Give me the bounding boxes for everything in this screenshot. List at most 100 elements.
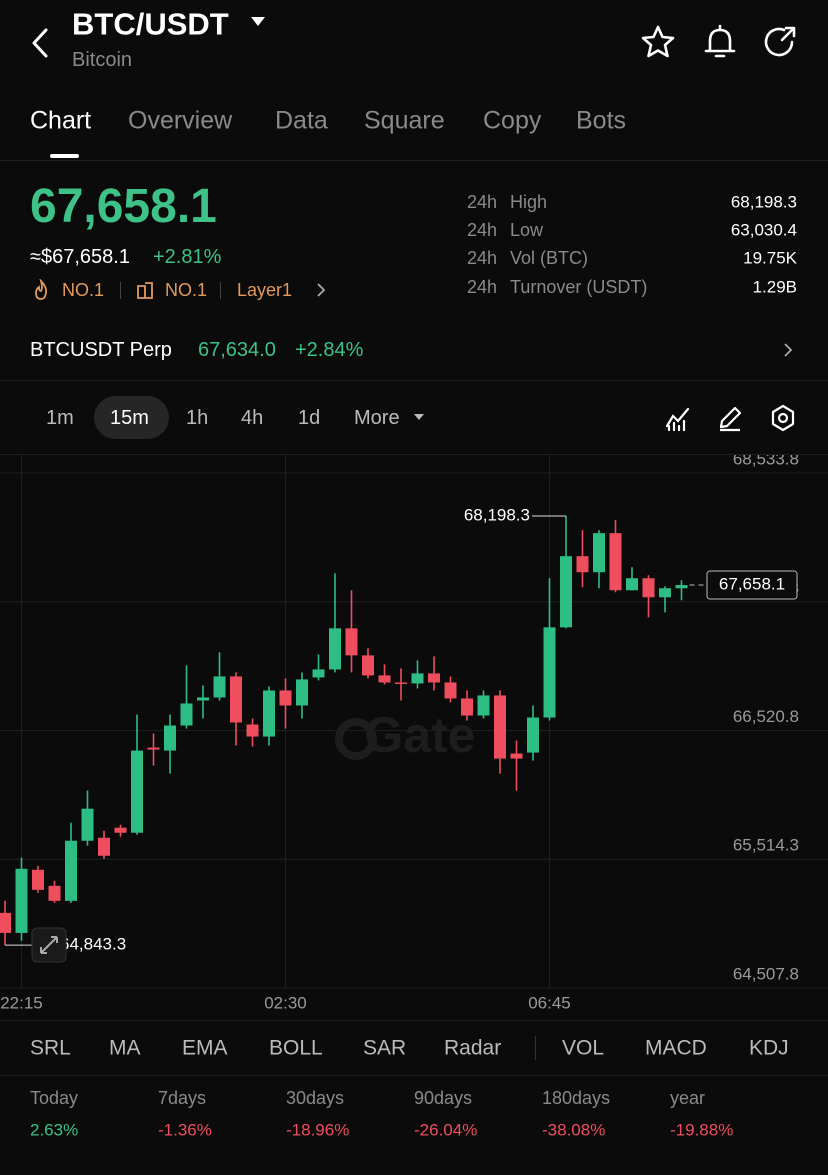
candle-body [428,673,440,683]
divider [0,380,828,381]
x-tick-label: 22:15 [0,993,43,1012]
candle-body [180,703,193,726]
candle-body [609,533,622,591]
candle-body [411,673,424,684]
last-price: 67,658.1 [30,180,217,233]
timeframe[interactable]: 1h [186,407,209,429]
pair-title[interactable]: BTC/USDT [72,6,229,42]
expand-button[interactable] [31,927,67,963]
divider [0,1020,828,1021]
performance-value: -19.88% [670,1120,734,1140]
more-caret[interactable] [413,413,425,422]
candle-body [543,627,556,718]
favorite-icon[interactable] [640,24,676,60]
divider [0,1075,828,1076]
candle-body [131,750,143,833]
candle-body [642,578,655,598]
indicator-tab[interactable]: SRL [30,1036,71,1060]
candle-body [263,690,275,737]
badge-divider [120,282,121,299]
price-label: 67,658.1 [719,575,785,594]
timeframe[interactable]: 4h [241,407,264,429]
timeframe-more[interactable]: More [354,407,400,429]
tab[interactable]: Overview [128,106,233,135]
divider [0,454,828,455]
perp-change: +2.84% [295,339,364,361]
watermark-logo [335,718,377,760]
high-marker-label: 68,198.3 [464,505,530,524]
candle-body [213,676,226,698]
candle-body [560,556,572,628]
performance-label: 7days [158,1088,207,1108]
performance-value: 2.63% [30,1120,79,1140]
candle-body [15,868,28,933]
tab[interactable]: Square [364,106,445,135]
performance-value: -1.36% [158,1120,212,1140]
rank-badge[interactable]: NO.1 [62,280,105,300]
tab[interactable]: Bots [576,106,627,135]
badge-chevron[interactable] [314,281,328,299]
candle-body [279,690,292,706]
stat-label: Vol (BTC) [510,248,589,268]
timeframe[interactable]: 1m [46,407,74,429]
indicator-tab[interactable]: EMA [182,1036,228,1060]
x-tick-label: 06:45 [528,993,571,1012]
indicator-tab[interactable]: MACD [645,1036,707,1060]
indicator-tab[interactable]: MA [109,1036,141,1060]
candle-body [197,697,209,701]
candle-body [147,747,160,750]
indicator-tab[interactable]: Radar [444,1036,502,1060]
indicator-tab[interactable]: KDJ [749,1036,789,1060]
pair-subtitle: Bitcoin [72,49,133,71]
candle-body [65,840,77,901]
indicator-divider [535,1036,536,1060]
settings-icon[interactable] [768,403,798,433]
sector-icon [137,282,153,299]
candle-body [395,682,407,684]
stat-period: 24h [467,248,498,268]
rank-badge[interactable]: NO.1 [165,280,208,300]
indicator-tab[interactable]: VOL [562,1036,605,1060]
indicator-icon[interactable] [664,404,692,432]
perp-chevron[interactable] [781,341,795,359]
perp-name[interactable]: BTCUSDT Perp [30,339,172,361]
stat-period: 24h [467,220,498,240]
y-tick-label: 65,514.3 [733,836,799,855]
candle-body [164,725,176,751]
share-icon[interactable] [762,24,798,60]
tab[interactable]: Copy [483,106,542,135]
tab[interactable]: Data [275,106,328,135]
performance-value: -38.08% [542,1120,606,1140]
stat-label: High [510,192,548,212]
candle-body [477,695,490,716]
y-tick-label: 68,533.8 [733,455,799,469]
stat-value: 1.29B [752,277,797,297]
back-button[interactable] [26,26,56,60]
candle-body [362,655,374,676]
pair-dropdown[interactable] [250,16,266,28]
performance-label: Today [30,1088,79,1108]
timeframe[interactable]: 1d [298,407,321,429]
performance-label: 30days [286,1088,345,1108]
alert-icon[interactable] [702,24,738,60]
timeframe-active[interactable]: 15m [110,407,149,429]
stat-label: Turnover (USDT) [510,277,648,297]
category-badge[interactable]: Layer1 [237,280,293,300]
indicator-tab[interactable]: SAR [363,1036,407,1060]
badge-divider [220,282,221,299]
indicator-tab[interactable]: BOLL [269,1036,323,1060]
y-tick-label: 66,520.8 [733,707,799,726]
tab-active[interactable]: Chart [30,106,92,135]
price-change: +2.81% [153,246,222,268]
price-label-box [706,570,798,600]
stat-value: 68,198.3 [730,192,797,212]
candle-body [576,556,589,573]
candle-body [510,753,523,759]
performance-label: 180days [542,1088,611,1108]
candle-body [312,669,325,678]
stat-period: 24h [467,192,498,212]
candle-body [246,724,259,737]
candle-body [48,885,61,901]
draw-icon[interactable] [716,404,744,432]
